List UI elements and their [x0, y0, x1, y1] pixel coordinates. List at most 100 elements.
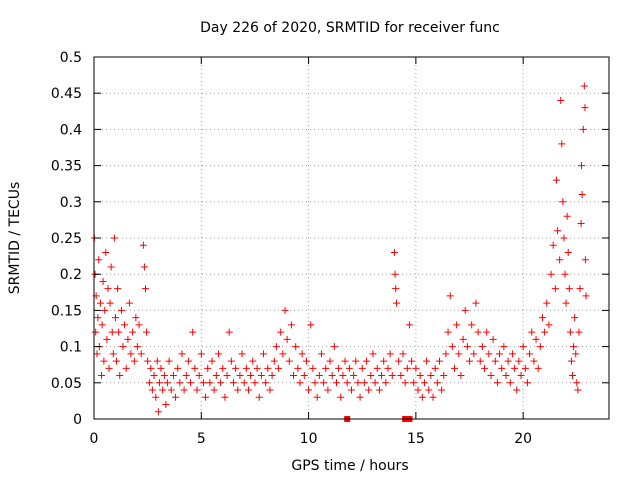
data-point — [283, 335, 291, 343]
data-point — [506, 379, 514, 387]
data-point — [162, 401, 170, 409]
data-point — [140, 263, 148, 271]
data-point — [191, 364, 199, 372]
data-point — [292, 343, 300, 351]
data-point — [367, 372, 375, 380]
data-point — [534, 364, 542, 372]
data-point — [130, 357, 138, 365]
data-point — [425, 386, 433, 394]
data-point — [165, 357, 173, 365]
y-axis-label: SRMTID / TECUs — [7, 182, 23, 295]
data-point — [109, 350, 117, 358]
data-point — [388, 372, 396, 380]
data-point — [427, 372, 435, 380]
data-point — [576, 285, 584, 293]
data-point — [541, 328, 549, 336]
data-point — [285, 357, 293, 365]
data-point — [206, 379, 214, 387]
data-point — [287, 321, 295, 329]
data-point — [502, 372, 510, 380]
data-point — [221, 393, 229, 401]
data-point — [551, 285, 559, 293]
data-point — [556, 256, 564, 264]
data-point — [174, 364, 182, 372]
data-point — [420, 379, 428, 387]
data-point — [96, 299, 104, 307]
data-point — [150, 372, 158, 380]
data-point — [107, 263, 115, 271]
data-point — [416, 372, 424, 380]
data-point — [581, 256, 589, 264]
data-point — [242, 364, 250, 372]
data-point — [491, 357, 499, 365]
data-point — [270, 357, 278, 365]
data-point — [530, 357, 538, 365]
data-point — [418, 393, 426, 401]
data-point — [442, 350, 450, 358]
data-point — [152, 393, 160, 401]
data-point — [120, 321, 128, 329]
data-point — [111, 314, 119, 322]
data-point — [345, 364, 353, 372]
data-point — [459, 335, 467, 343]
data-point — [391, 270, 399, 278]
data-point — [193, 386, 201, 394]
data-point — [212, 372, 220, 380]
data-point — [468, 321, 476, 329]
data-point — [210, 386, 218, 394]
data-point — [412, 364, 420, 372]
data-point — [116, 372, 124, 380]
data-point — [129, 328, 137, 336]
data-point — [378, 372, 386, 380]
data-point — [227, 357, 235, 365]
data-point — [493, 379, 501, 387]
data-point — [102, 248, 110, 256]
data-point — [578, 162, 586, 170]
data-point — [543, 299, 551, 307]
data-point — [489, 335, 497, 343]
data-point — [380, 357, 388, 365]
data-point — [113, 357, 121, 365]
y-tick-label: 0.2 — [60, 267, 82, 283]
data-point — [414, 386, 422, 394]
y-tick-label: 0.5 — [60, 50, 82, 66]
data-point — [508, 350, 516, 358]
data-point — [429, 393, 437, 401]
data-point — [157, 364, 165, 372]
data-point — [197, 350, 205, 358]
y-tick-label: 0.15 — [51, 303, 82, 319]
data-point — [339, 372, 347, 380]
data-point — [397, 372, 405, 380]
data-point — [245, 386, 252, 394]
data-point — [408, 357, 416, 365]
data-point — [114, 285, 122, 293]
data-point — [457, 372, 465, 380]
data-point — [92, 328, 100, 336]
data-point — [106, 299, 114, 307]
data-point — [371, 379, 379, 387]
data-point — [335, 364, 343, 372]
data-point — [172, 393, 180, 401]
data-point — [236, 372, 244, 380]
data-point — [332, 379, 340, 387]
data-point — [545, 321, 553, 329]
data-point — [463, 343, 471, 351]
data-point — [348, 386, 355, 394]
data-point — [103, 335, 111, 343]
data-point — [160, 372, 168, 380]
data-point — [369, 350, 377, 358]
data-point — [180, 386, 188, 394]
data-point — [526, 350, 534, 358]
y-tick-label: 0.4 — [60, 122, 82, 138]
data-point — [326, 357, 334, 365]
data-point — [195, 372, 203, 380]
y-tick-label: 0.05 — [51, 376, 82, 392]
data-point — [558, 140, 566, 148]
data-point — [382, 379, 390, 387]
data-point — [176, 379, 184, 387]
data-point — [341, 357, 349, 365]
data-point — [511, 364, 519, 372]
data-point — [294, 364, 302, 372]
data-point — [401, 379, 409, 387]
axis-ticks: 0 0.05 0.1 0.15 0.2 0.25 0.3 0.35 0.4 0.45 0.5 0 5 10… — [51, 50, 609, 447]
